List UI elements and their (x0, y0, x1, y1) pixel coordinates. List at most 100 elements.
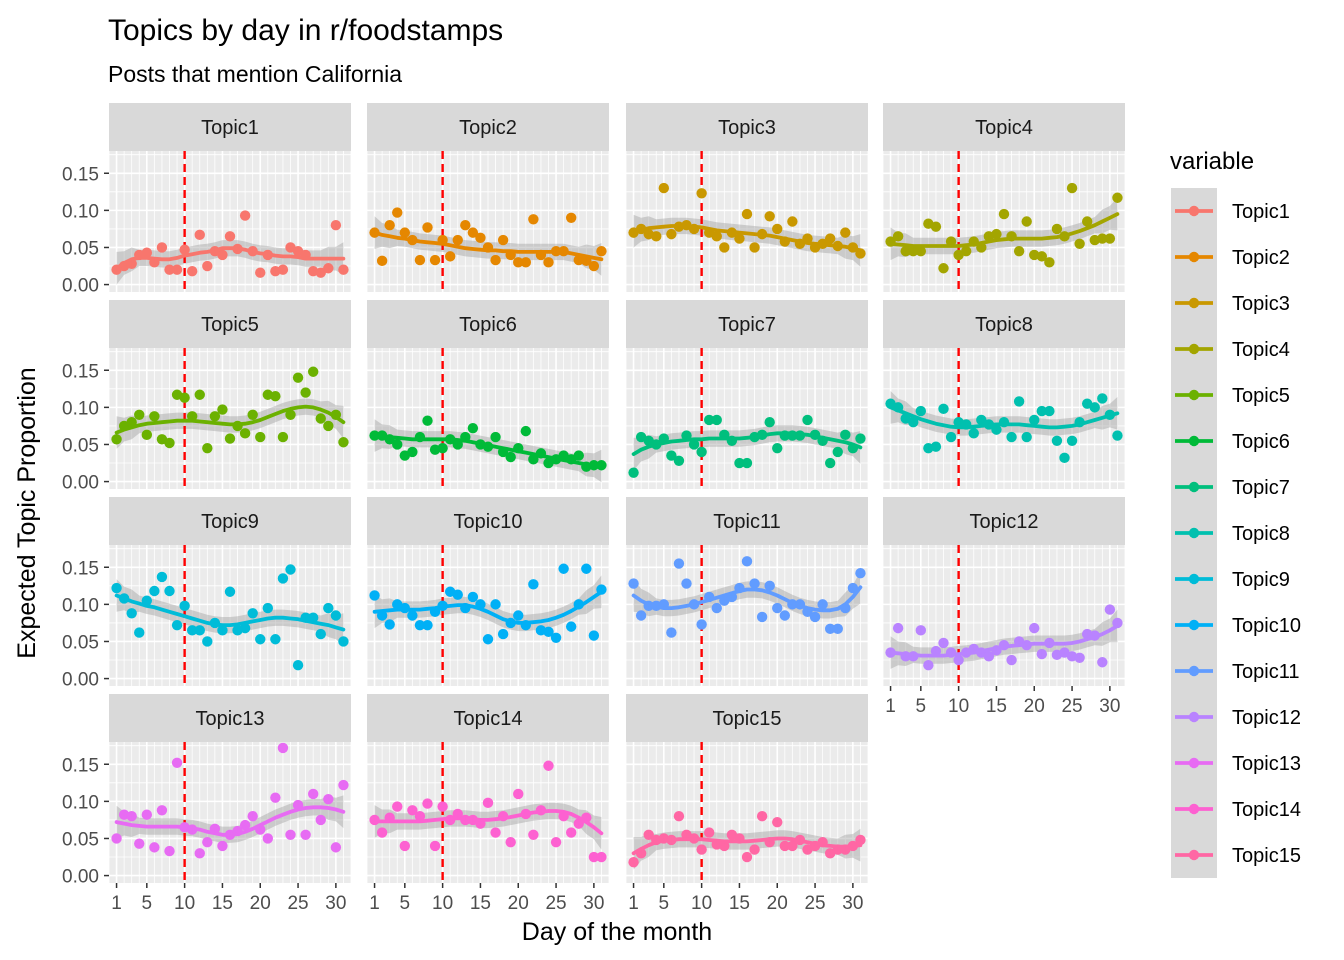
data-point (422, 222, 433, 233)
x-tick-label: 30 (842, 893, 863, 914)
data-point (1059, 452, 1070, 464)
data-point (407, 610, 418, 621)
legend-label: Topic6 (1232, 431, 1290, 453)
data-point (1104, 233, 1116, 244)
data-point (749, 844, 760, 855)
facet-strip-label: Topic5 (201, 314, 259, 336)
data-point (565, 827, 577, 838)
facet-strip-label: Topic7 (718, 314, 776, 336)
data-point (938, 637, 949, 649)
data-point (1044, 405, 1055, 417)
data-point (741, 457, 753, 469)
data-point (787, 216, 798, 227)
data-point (490, 254, 501, 266)
data-point (452, 234, 463, 246)
legend-item-topic13: Topic13 (1175, 753, 1301, 775)
data-point (194, 389, 205, 400)
data-point (126, 811, 137, 822)
data-point (376, 827, 388, 838)
chart-title: Topics by day in r/foodstamps (108, 14, 503, 47)
smooth-line (372, 589, 604, 625)
data-point (832, 623, 843, 635)
legend-label: Topic13 (1232, 753, 1301, 775)
facet-strip (626, 300, 868, 348)
smooth-line (631, 431, 863, 456)
data-point (186, 266, 198, 277)
legend-item-topic1: Topic1 (1175, 201, 1290, 223)
data-point (376, 255, 388, 267)
data-point (1104, 604, 1116, 615)
data-point (292, 372, 304, 383)
data-point (666, 450, 677, 461)
confidence-band (374, 575, 602, 632)
facet-strip (626, 103, 868, 151)
data-point (855, 568, 866, 579)
data-point (1029, 622, 1040, 634)
data-point (111, 582, 122, 594)
legend-item-topic15: Topic15 (1175, 845, 1301, 867)
data-point (588, 260, 600, 272)
x-tick-label: 1 (628, 893, 639, 914)
data-point (749, 242, 760, 253)
x-tick-label: 30 (1099, 696, 1120, 717)
legend-label: Topic3 (1232, 293, 1290, 315)
data-point (628, 467, 639, 478)
legend-item-topic6: Topic6 (1175, 431, 1290, 453)
legend-key-point (1188, 389, 1200, 401)
data-point (307, 788, 319, 800)
data-point (923, 660, 934, 671)
legend-label: Topic14 (1232, 799, 1301, 821)
legend-key-point (1188, 665, 1200, 677)
data-point (467, 591, 479, 603)
data-point (908, 417, 919, 428)
facet-strip (109, 694, 351, 742)
data-point (565, 212, 577, 223)
facet-strip (883, 300, 1125, 348)
smooth-line (372, 809, 604, 836)
data-point (255, 634, 266, 645)
data-point (513, 610, 524, 621)
data-point (171, 264, 183, 275)
data-point (134, 409, 145, 420)
data-point (696, 188, 707, 199)
y-tick-label: 0.00 (62, 473, 99, 494)
legend-key-point (1188, 435, 1200, 447)
data-point (460, 220, 471, 231)
data-point (772, 816, 783, 828)
data-point (855, 433, 866, 444)
data-point (422, 619, 433, 631)
data-point (696, 844, 707, 855)
facet-strip-label: Topic12 (970, 511, 1039, 533)
data-point (414, 619, 426, 631)
x-tick-label: 15 (986, 696, 1007, 717)
facet-strip-label: Topic14 (454, 708, 523, 730)
data-point (141, 247, 153, 258)
data-point (1044, 257, 1055, 268)
data-point (772, 223, 783, 235)
confidence-band (116, 240, 344, 285)
facet-panel-topic2: Topic2 (366, 103, 610, 292)
facet-strip-label: Topic1 (201, 117, 259, 139)
data-point (1066, 435, 1078, 446)
data-point (1097, 393, 1108, 404)
data-point (635, 610, 647, 621)
smooth-line (372, 230, 604, 262)
data-point (1074, 238, 1085, 249)
chart-subtitle: Posts that mention California (108, 61, 402, 87)
data-point (998, 208, 1010, 220)
facet-strip (109, 103, 351, 151)
data-point (628, 857, 639, 868)
data-point (277, 573, 289, 584)
legend-label: Topic4 (1232, 339, 1290, 361)
y-tick-label: 0.10 (62, 201, 99, 222)
data-point (323, 793, 334, 805)
x-tick-label: 25 (287, 893, 308, 914)
y-tick-label: 0.05 (62, 632, 99, 653)
data-point (330, 220, 342, 231)
y-tick-label: 0.10 (62, 398, 99, 419)
data-point (422, 415, 433, 426)
data-point (307, 366, 319, 377)
legend-item-topic14: Topic14 (1175, 799, 1301, 821)
data-point (628, 578, 639, 589)
